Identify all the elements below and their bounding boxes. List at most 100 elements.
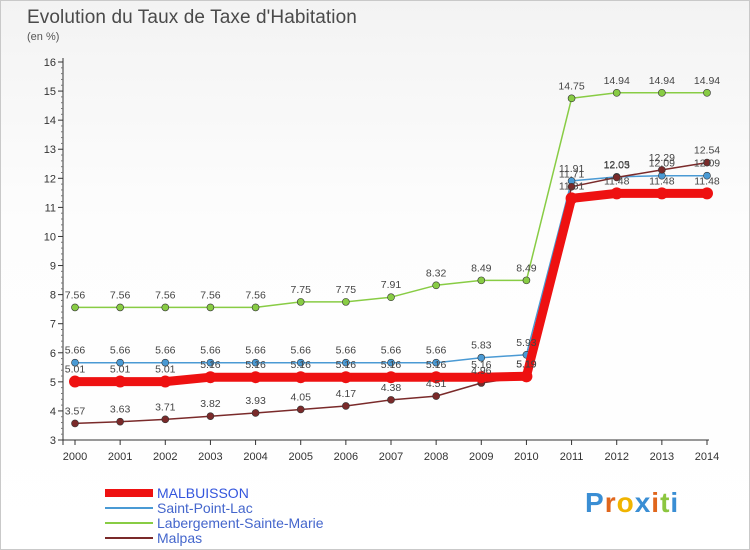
logo-letter: t: [660, 487, 671, 518]
x-tick-label: 2013: [650, 451, 674, 463]
data-label: 14.94: [694, 75, 720, 87]
data-point: [116, 303, 124, 312]
data-point: [296, 405, 305, 414]
data-label: 7.56: [65, 289, 86, 301]
data-label: 14.94: [649, 75, 675, 87]
logo-letter: P: [585, 487, 605, 518]
data-point: [294, 371, 307, 384]
data-point: [251, 303, 260, 312]
data-point: [610, 187, 623, 200]
data-label: 11.91: [559, 163, 585, 175]
x-tick-label: 2014: [695, 451, 719, 463]
data-point: [655, 187, 668, 200]
data-point: [385, 371, 397, 384]
data-label: 8.49: [516, 262, 537, 274]
data-label: 5.66: [336, 345, 357, 357]
chart-title: Evolution du Taux de Taxe d'Habitation: [27, 7, 357, 28]
data-label: 3.71: [155, 401, 176, 413]
data-point: [432, 392, 440, 400]
data-label: 4.51: [426, 378, 447, 390]
data-label: 12.54: [694, 145, 720, 157]
logo-letter: i: [651, 487, 661, 518]
data-label: 8.32: [426, 267, 447, 279]
data-point: [612, 173, 621, 182]
x-tick-label: 2012: [604, 451, 628, 463]
data-point: [703, 171, 711, 180]
data-label: 12.29: [649, 152, 675, 164]
data-label: 11.48: [649, 175, 675, 187]
legend-label: Malpas: [157, 530, 203, 546]
data-label: 5.16: [336, 359, 357, 371]
data-point: [339, 371, 352, 384]
proxiti-logo: Proxiti: [585, 487, 679, 519]
data-point: [159, 375, 172, 388]
y-tick-label: 9: [50, 261, 56, 273]
data-label: 11.48: [604, 175, 630, 187]
data-label: 14.75: [558, 80, 584, 92]
data-label: 5.19: [516, 358, 537, 370]
data-label: 4.96: [471, 365, 492, 377]
y-tick-label: 14: [44, 115, 56, 127]
data-point: [296, 358, 305, 367]
data-label: 5.66: [426, 345, 447, 357]
legend-swatch: [105, 489, 153, 497]
data-label: 7.56: [110, 289, 131, 301]
data-label: 7.56: [245, 289, 266, 301]
data-label: 12.05: [604, 159, 630, 171]
y-tick-label: 6: [50, 348, 56, 360]
data-point: [161, 415, 170, 424]
x-tick-label: 2009: [469, 451, 493, 463]
data-label: 3.57: [65, 405, 86, 417]
data-point: [161, 303, 170, 312]
y-tick-label: 3: [50, 435, 56, 447]
data-label: 5.16: [381, 359, 402, 371]
data-point: [703, 158, 711, 167]
data-label: 7.56: [200, 289, 221, 301]
data-point: [71, 303, 79, 312]
y-tick-label: 11: [45, 202, 56, 214]
data-point: [477, 353, 486, 362]
data-label: 5.83: [471, 340, 492, 352]
data-label: 5.66: [245, 345, 266, 357]
data-point: [206, 412, 215, 420]
data-point: [520, 370, 533, 383]
data-label: 7.91: [381, 279, 402, 291]
logo-letter: o: [616, 487, 635, 518]
y-tick-label: 13: [44, 144, 56, 156]
data-point: [475, 371, 488, 384]
data-label: 5.19: [516, 358, 537, 370]
data-label: 4.38: [381, 382, 402, 394]
data-point: [161, 358, 170, 367]
data-label: 5.66: [155, 345, 176, 357]
data-label: 5.93: [516, 337, 537, 349]
data-point: [658, 89, 666, 97]
legend-swatch: [105, 507, 153, 509]
data-point: [387, 358, 395, 367]
data-point: [206, 358, 215, 367]
x-tick-label: 2002: [153, 451, 177, 463]
data-point: [567, 94, 576, 103]
data-point: [567, 182, 576, 191]
data-point: [251, 358, 260, 367]
x-tick-label: 2001: [108, 451, 132, 463]
data-point: [565, 192, 578, 205]
data-label: 8.49: [471, 262, 492, 274]
x-tick-label: 2010: [514, 451, 538, 463]
data-point: [701, 187, 713, 200]
data-label: 5.16: [245, 359, 266, 371]
logo-letter: i: [670, 487, 680, 518]
data-label: 5.16: [471, 359, 492, 371]
data-label: 7.56: [155, 289, 176, 301]
data-label: 3.82: [200, 398, 221, 410]
data-point: [206, 303, 215, 312]
data-label: 7.75: [290, 284, 311, 296]
legend-label: Labergement-Sainte-Marie: [157, 515, 324, 531]
x-tick-label: 2003: [198, 451, 222, 463]
y-tick-label: 4: [50, 406, 56, 418]
data-point: [251, 409, 260, 417]
data-point: [477, 276, 486, 285]
y-tick-label: 5: [50, 377, 56, 389]
data-point: [116, 358, 124, 367]
data-label: 7.75: [336, 284, 357, 296]
legend-label: MALBUISSON: [157, 485, 249, 501]
